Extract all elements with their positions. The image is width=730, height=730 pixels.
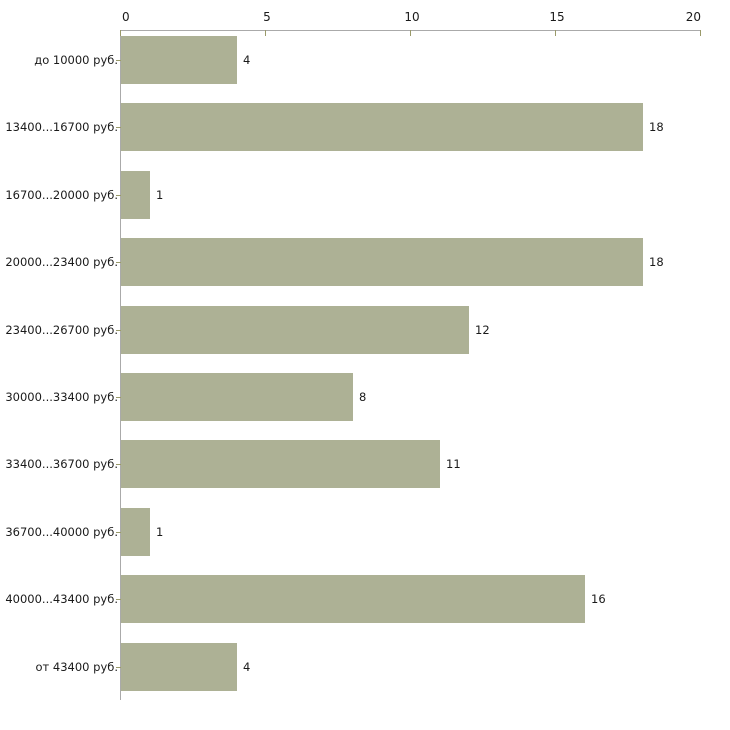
category-tick	[116, 666, 121, 668]
category-label: от 43400 руб.	[35, 659, 118, 674]
category-label: до 10000 руб.	[34, 53, 118, 67]
bar[interactable]	[121, 305, 469, 354]
bar-value-label: 4	[243, 53, 251, 67]
bar[interactable]	[121, 642, 237, 691]
x-tick-label: 10	[404, 10, 420, 24]
bar[interactable]	[121, 103, 643, 152]
bar-value-label: 4	[243, 659, 251, 674]
category-label: 40000...43400 руб.	[5, 592, 118, 607]
category-tick	[116, 194, 121, 196]
category-tick	[116, 127, 121, 129]
bar-value-label: 8	[359, 390, 367, 404]
x-tick-label: 0	[122, 10, 130, 24]
bar-value-label: 1	[156, 187, 164, 202]
x-tick-label: 15	[549, 10, 565, 24]
bar[interactable]	[121, 238, 643, 287]
category-tick	[116, 531, 121, 533]
x-tick-label: 5	[263, 10, 271, 24]
category-label: 33400...36700 руб.	[5, 457, 118, 472]
bar-value-label: 16	[591, 592, 606, 607]
x-tick	[265, 30, 266, 36]
bar-value-label: 18	[649, 120, 664, 135]
bar[interactable]	[121, 373, 353, 421]
bar[interactable]	[121, 36, 237, 84]
category-label: 16700...20000 руб.	[5, 187, 118, 202]
category-tick	[116, 464, 121, 466]
category-tick	[116, 262, 121, 264]
category-label: 36700...40000 руб.	[5, 524, 118, 539]
bar[interactable]	[121, 507, 150, 556]
bar-value-label: 1	[156, 524, 164, 539]
category-tick	[116, 599, 121, 601]
category-label: 30000...33400 руб.	[5, 390, 118, 404]
category-tick	[116, 60, 121, 61]
bar[interactable]	[121, 440, 440, 489]
bar[interactable]	[121, 575, 585, 624]
category-tick	[116, 329, 121, 331]
bar-value-label: 18	[649, 255, 664, 270]
category-label: 23400...26700 руб.	[5, 322, 118, 337]
bar-value-label: 11	[446, 457, 461, 472]
x-tick-label: 20	[685, 10, 701, 24]
y-axis-baseline	[120, 30, 121, 700]
category-label: 13400...16700 руб.	[5, 120, 118, 135]
category-label: 20000...23400 руб.	[5, 255, 118, 270]
bar[interactable]	[121, 170, 150, 219]
x-tick	[700, 30, 701, 36]
category-tick	[116, 397, 121, 398]
bar-value-label: 12	[475, 322, 490, 337]
x-tick	[410, 30, 411, 36]
x-tick	[120, 30, 121, 36]
x-tick	[555, 30, 556, 36]
